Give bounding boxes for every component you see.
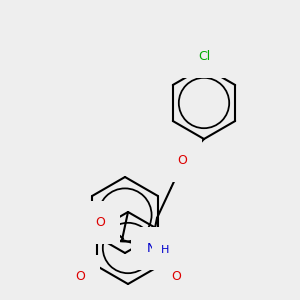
Text: O: O — [75, 269, 85, 283]
Text: N: N — [146, 242, 156, 254]
Text: O: O — [171, 269, 181, 283]
Text: O: O — [95, 215, 105, 229]
Text: O: O — [177, 154, 187, 166]
Text: H: H — [161, 245, 169, 255]
Text: Cl: Cl — [198, 50, 210, 62]
